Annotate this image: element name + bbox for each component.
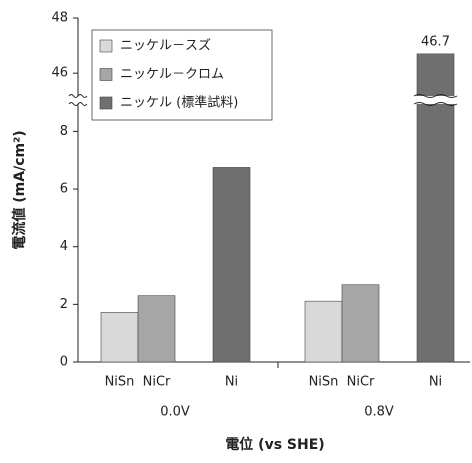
x-tick-label: NiSn xyxy=(309,375,339,390)
y-tick-label: 46 xyxy=(51,66,68,81)
legend-box xyxy=(91,29,273,121)
x-tick-label: NiCr xyxy=(143,375,171,390)
legend-label: ニッケル (標準試料) xyxy=(120,95,238,111)
y-tick-label: 0 xyxy=(60,355,68,370)
group-label: 0.0V xyxy=(160,405,190,420)
y-tick-label: 6 xyxy=(60,182,68,197)
legend-label: ニッケル－クロム xyxy=(120,67,224,82)
axis-break-gap xyxy=(70,96,86,104)
bar-break-gap xyxy=(414,96,457,104)
bar xyxy=(100,312,139,363)
x-tick-label: NiSn xyxy=(105,375,135,390)
y-axis-title: 電流値 (mA/cm²) xyxy=(11,130,28,249)
legend-swatch xyxy=(99,39,113,53)
bar xyxy=(341,284,380,363)
x-tick-label: Ni xyxy=(225,375,238,390)
y-tick-label: 8 xyxy=(60,124,68,139)
bar xyxy=(137,295,176,363)
bar xyxy=(212,167,251,363)
group-label: 0.8V xyxy=(364,405,394,420)
y-tick-label: 2 xyxy=(60,297,68,312)
y-tick-label: 48 xyxy=(51,11,68,26)
bar xyxy=(304,300,343,363)
bar-break xyxy=(413,102,458,106)
value-label: 46.7 xyxy=(421,34,450,49)
legend-swatch xyxy=(99,68,113,81)
legend-swatch xyxy=(99,96,113,110)
bar-break xyxy=(413,94,458,98)
x-tick-label: NiCr xyxy=(347,375,375,390)
axis-break xyxy=(68,102,88,106)
axis-break xyxy=(68,94,88,98)
legend-label: ニッケル－スズ xyxy=(120,38,211,54)
x-tick-label: Ni xyxy=(429,375,442,390)
y-tick-label: 4 xyxy=(60,239,68,254)
x-axis-title: 電位 (vs SHE) xyxy=(225,436,324,453)
